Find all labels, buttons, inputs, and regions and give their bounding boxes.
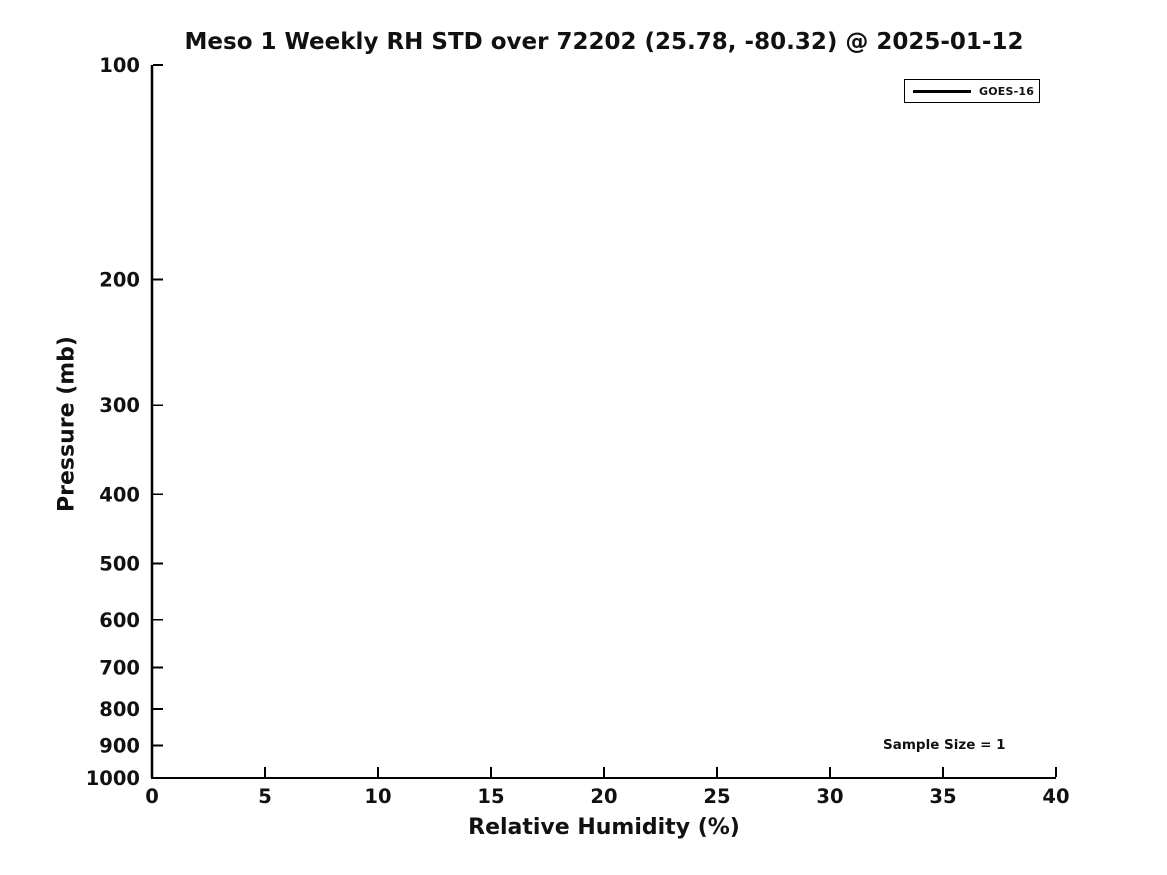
y-tick-label: 500	[99, 552, 140, 575]
y-tick-label: 400	[99, 483, 140, 506]
legend-label-goes-16: GOES-16	[979, 84, 1035, 98]
x-tick-label: 10	[364, 785, 391, 808]
x-tick-label: 5	[258, 785, 272, 808]
y-tick-label: 700	[99, 657, 140, 680]
legend: GOES-16	[904, 79, 1040, 103]
y-tick-label: 200	[99, 269, 140, 292]
y-tick-label: 900	[99, 734, 140, 757]
x-axis-label: Relative Humidity (%)	[468, 815, 740, 840]
y-tick-label: 300	[99, 394, 140, 417]
x-tick-label: 15	[477, 785, 504, 808]
legend-line-sample-goes-16	[913, 89, 971, 93]
x-tick-label: 30	[816, 785, 843, 808]
x-tick-label: 20	[590, 785, 617, 808]
y-axis-label: Pressure (mb)	[54, 336, 80, 512]
x-tick-label: 40	[1042, 785, 1069, 808]
y-tick-label: 800	[99, 698, 140, 721]
y-tick-label: 100	[99, 54, 140, 77]
chart-title: Meso 1 Weekly RH STD over 72202 (25.78, …	[184, 29, 1024, 55]
y-tick-label: 1000	[86, 767, 140, 790]
x-tick-label: 25	[703, 785, 730, 808]
x-tick-label: 0	[145, 785, 159, 808]
y-tick-label: 600	[99, 609, 140, 632]
x-tick-label: 35	[929, 785, 956, 808]
sample-size-annotation: Sample Size = 1	[883, 737, 1006, 753]
